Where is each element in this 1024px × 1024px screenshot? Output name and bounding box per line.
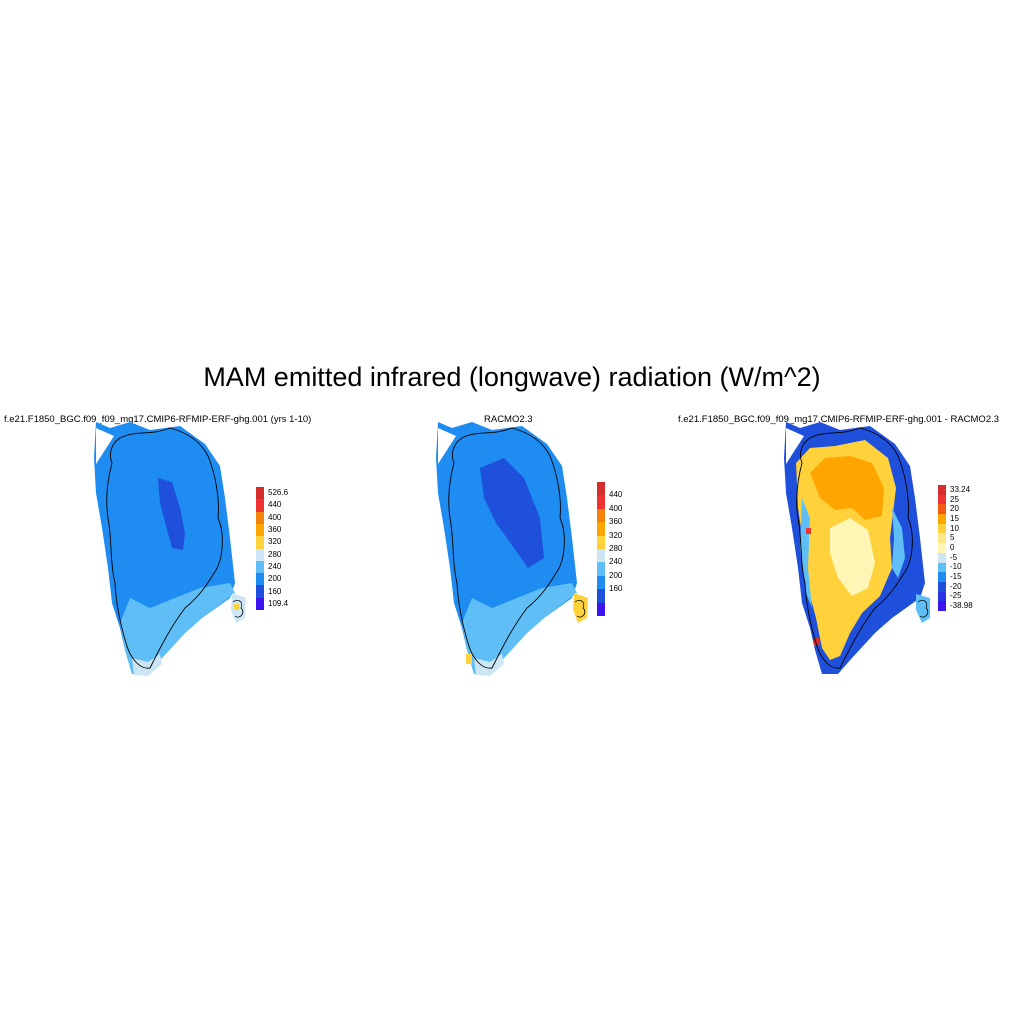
colorbar-segment: [938, 581, 946, 593]
colorbar-segment: [256, 597, 264, 611]
colorbar-segment: [597, 535, 605, 550]
colorbar-segment: [256, 548, 264, 562]
colorbar-label: 200: [609, 570, 623, 580]
colorbar-segment: [256, 560, 264, 574]
colorbar-label: -20: [950, 581, 962, 591]
colorbar-segment: [938, 504, 946, 515]
panel-2-map: [436, 422, 588, 676]
colorbar-label: 160: [609, 584, 623, 594]
colorbar-segment: [938, 523, 946, 534]
colorbar-segment: [938, 514, 946, 525]
colorbar-segment: [597, 589, 605, 604]
colorbar-segment: [597, 482, 605, 496]
south-tip-warm-cell: [466, 654, 472, 664]
colorbar-label: 10: [950, 523, 959, 533]
colorbar-label: 320: [268, 537, 282, 547]
colorbar-label: -25: [950, 591, 962, 601]
figure-title: MAM emitted infrared (longwave) radiatio…: [203, 362, 821, 392]
colorbar-segment: [938, 572, 946, 583]
colorbar-segment: [256, 523, 264, 537]
colorbar-segment: [597, 562, 605, 577]
colorbar-segment: [938, 533, 946, 544]
northwest-gap: [786, 428, 804, 464]
colorbar-segment: [938, 601, 946, 612]
panel-3-colorbar: 33.24 25 20 15 10 5 0 -5 -10 -15 -20 -25 -38.98: [938, 484, 998, 612]
greenland-coast-fringe: [462, 583, 577, 674]
colorbar-segment: [597, 575, 605, 590]
colorbar-label: 400: [268, 512, 282, 522]
colorbar-label: -10: [950, 562, 962, 572]
colorbar-label: 280: [609, 544, 623, 553]
iceland-coast: [232, 600, 244, 618]
colorbar-segment: [938, 591, 946, 602]
colorbar-segment: [256, 585, 264, 599]
colorbar-segment: [938, 485, 946, 496]
colorbar-label: 160: [268, 586, 282, 596]
interior-low-emission: [158, 478, 185, 550]
colorbar-label: 25: [950, 494, 959, 504]
coastline: [106, 427, 223, 669]
colorbar-label: 0: [950, 543, 955, 552]
panel-2-colorbar: 440 400 360 320 280 240 200 160: [597, 482, 657, 617]
iceland-coast: [917, 600, 929, 618]
west-light-edge: [800, 498, 812, 608]
colorbar-label: 526.6: [268, 488, 289, 498]
north-strong-positive: [810, 456, 884, 520]
colorbar-segment: [938, 552, 946, 564]
east-light-edge: [892, 508, 905, 578]
colorbar-segment: [256, 499, 264, 513]
colorbar-segment: [938, 543, 946, 554]
iceland-warm-cell: [234, 604, 239, 610]
panel-2-title: RACMO2.3: [484, 414, 533, 425]
iceland-marker: [916, 594, 930, 623]
colorbar-segment: [597, 495, 605, 510]
central-weak-positive: [830, 518, 875, 596]
colorbar-label: 280: [268, 549, 282, 559]
colorbar-label: 33.24: [950, 484, 971, 494]
colorbar-label: 240: [609, 557, 623, 567]
colorbar-segment: [597, 602, 605, 617]
coastline: [448, 427, 565, 669]
colorbar-label: -5: [950, 552, 958, 562]
coastline: [796, 427, 913, 669]
interior-low-emission: [480, 458, 544, 568]
greenland-coast-fringe: [120, 583, 235, 674]
west-red-cell: [806, 528, 811, 534]
iceland-marker: [573, 593, 588, 623]
colorbar-segment: [256, 511, 264, 525]
south-red-cell: [814, 638, 820, 646]
panel-1-map: [94, 422, 246, 676]
colorbar-segment: [597, 508, 605, 523]
colorbar-label: -38.98: [950, 601, 973, 611]
colorbar-label: 109.4: [268, 598, 289, 608]
colorbar-label: -15: [950, 572, 962, 582]
colorbar-segment: [597, 549, 605, 563]
colorbar-label: 400: [609, 503, 623, 513]
colorbar-label: 15: [950, 513, 959, 523]
colorbar-label: 200: [268, 574, 282, 584]
northwest-gap: [96, 428, 114, 464]
colorbar-label: 20: [950, 504, 959, 514]
panel-1-colorbar: 526.6 440 400 360 320 280 240 200 160 109.4: [256, 487, 316, 611]
colorbar-segment: [938, 494, 946, 505]
panel-3-map: [784, 422, 930, 674]
colorbar-label: 440: [609, 490, 623, 500]
colorbar-label: 360: [268, 525, 282, 535]
panel-3-title: f.e21.F1850_BGC.f09_f09_mg17.CMIP6-RFMIP…: [678, 414, 1000, 425]
colorbar-label: 240: [268, 561, 282, 571]
colorbar-segment: [256, 487, 264, 500]
northwest-gap: [438, 428, 456, 464]
colorbar-segment: [938, 562, 946, 573]
colorbar-segment: [256, 573, 264, 586]
colorbar-label: 360: [609, 517, 623, 527]
panel-1-title: f.e21.F1850_BGC.f09_f09_mg17.CMIP6-RFMIP…: [4, 414, 312, 425]
colorbar-label: 320: [609, 530, 623, 540]
colorbar-segment: [597, 522, 605, 537]
colorbar-segment: [256, 536, 264, 549]
iceland-coast: [574, 600, 586, 618]
colorbar-label: 5: [950, 533, 955, 543]
colorbar-label: 440: [268, 500, 282, 510]
